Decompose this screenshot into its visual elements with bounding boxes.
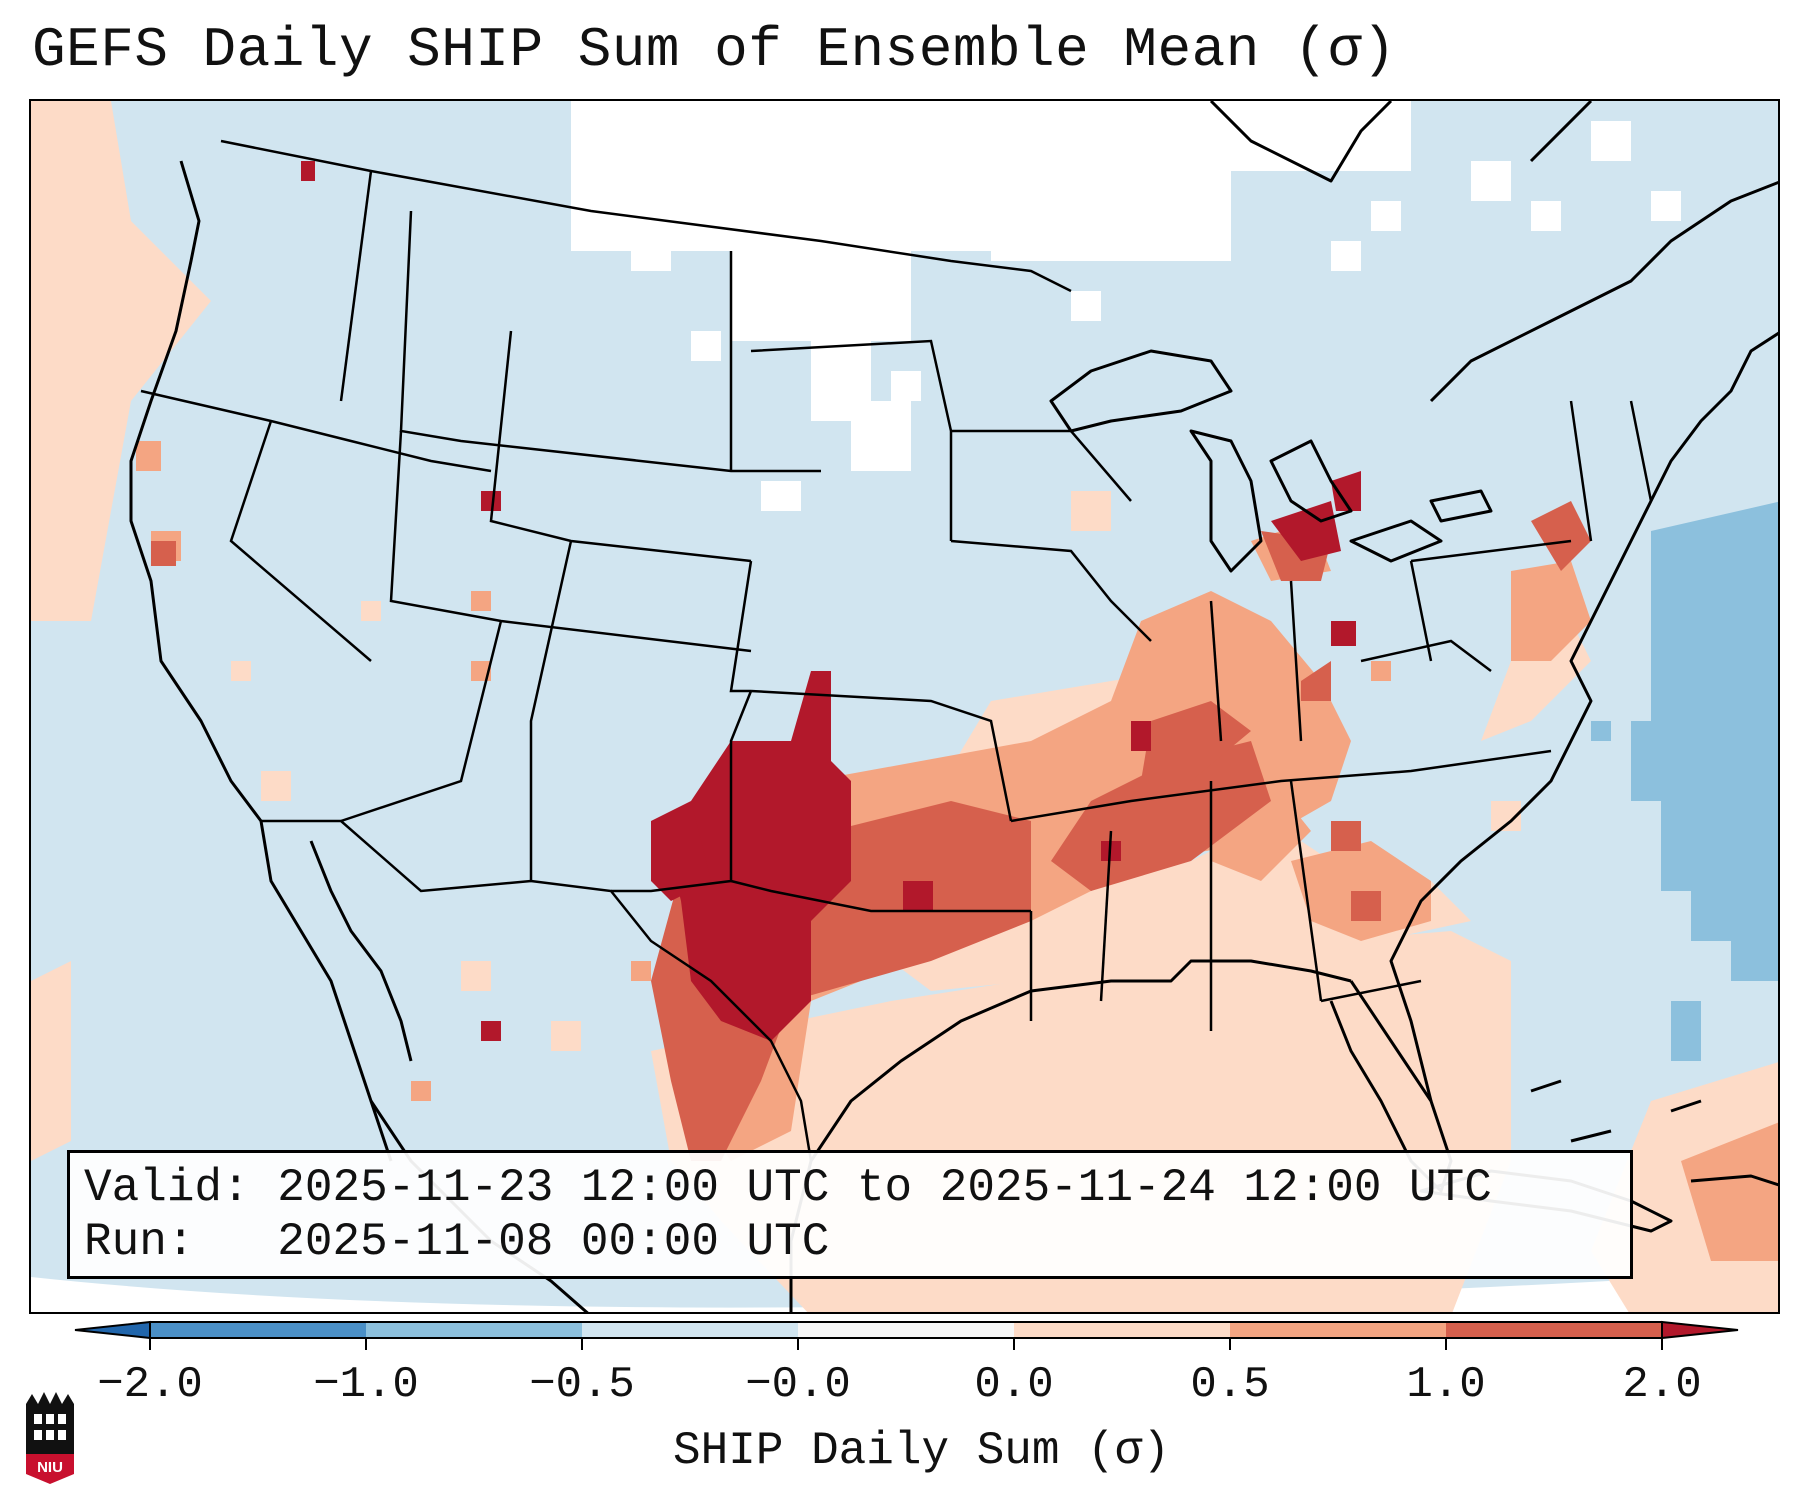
colorbar-segment-0 xyxy=(150,1322,366,1338)
colorbar-segment-1 xyxy=(366,1322,582,1338)
map-panel[interactable] xyxy=(29,99,1780,1314)
colorbar-tick-label: 0.5 xyxy=(1190,1360,1270,1410)
valid-run-info-box: Valid: 2025-11-23 12:00 UTC to 2025-11-2… xyxy=(67,1150,1633,1279)
positive-anomaly-very-strong xyxy=(301,161,1361,1041)
colorbar-segment-6 xyxy=(1446,1322,1662,1338)
colorbar-segment-3 xyxy=(798,1322,1014,1338)
run-time-row: Run: 2025-11-08 00:00 UTC xyxy=(84,1215,1630,1269)
colorbar-extend-high xyxy=(1661,1320,1739,1340)
run-label: Run: xyxy=(84,1216,195,1268)
colorbar-label: SHIP Daily Sum (σ) xyxy=(673,1425,1170,1477)
valid-time-row: Valid: 2025-11-23 12:00 UTC to 2025-11-2… xyxy=(84,1161,1630,1215)
colorbar-segment-2 xyxy=(582,1322,798,1338)
colorbar-tick-label: −2.0 xyxy=(97,1360,203,1410)
logo-text: NIU xyxy=(37,1459,63,1476)
colorbar-tick-label: −0.0 xyxy=(745,1360,851,1410)
colorbar-tick-label: 1.0 xyxy=(1406,1360,1486,1410)
colorbar-segment-4 xyxy=(1014,1322,1230,1338)
colorbar-segment-5 xyxy=(1230,1322,1446,1338)
niu-logo-icon: NIU xyxy=(26,1392,74,1484)
map-title: GEFS Daily SHIP Sum of Ensemble Mean (σ) xyxy=(32,18,1397,82)
run-value: 2025-11-08 00:00 UTC xyxy=(277,1216,830,1268)
colorbar-tick-marks xyxy=(149,1338,1663,1350)
map-canvas xyxy=(31,101,1778,1312)
valid-label: Valid: xyxy=(84,1162,250,1214)
colorbar-tick-label: −1.0 xyxy=(313,1360,419,1410)
colorbar-outline xyxy=(149,1321,1663,1339)
colorbar-tick-label: 2.0 xyxy=(1622,1360,1702,1410)
colorbar-tick-label: 0.0 xyxy=(974,1360,1054,1410)
near-zero-patches xyxy=(571,101,1681,511)
political-borders xyxy=(140,139,1653,1162)
colorbar-extend-low xyxy=(74,1320,151,1340)
colorbar-tick-label: −0.5 xyxy=(529,1360,635,1410)
valid-value: 2025-11-23 12:00 UTC to 2025-11-24 12:00… xyxy=(277,1162,1492,1214)
